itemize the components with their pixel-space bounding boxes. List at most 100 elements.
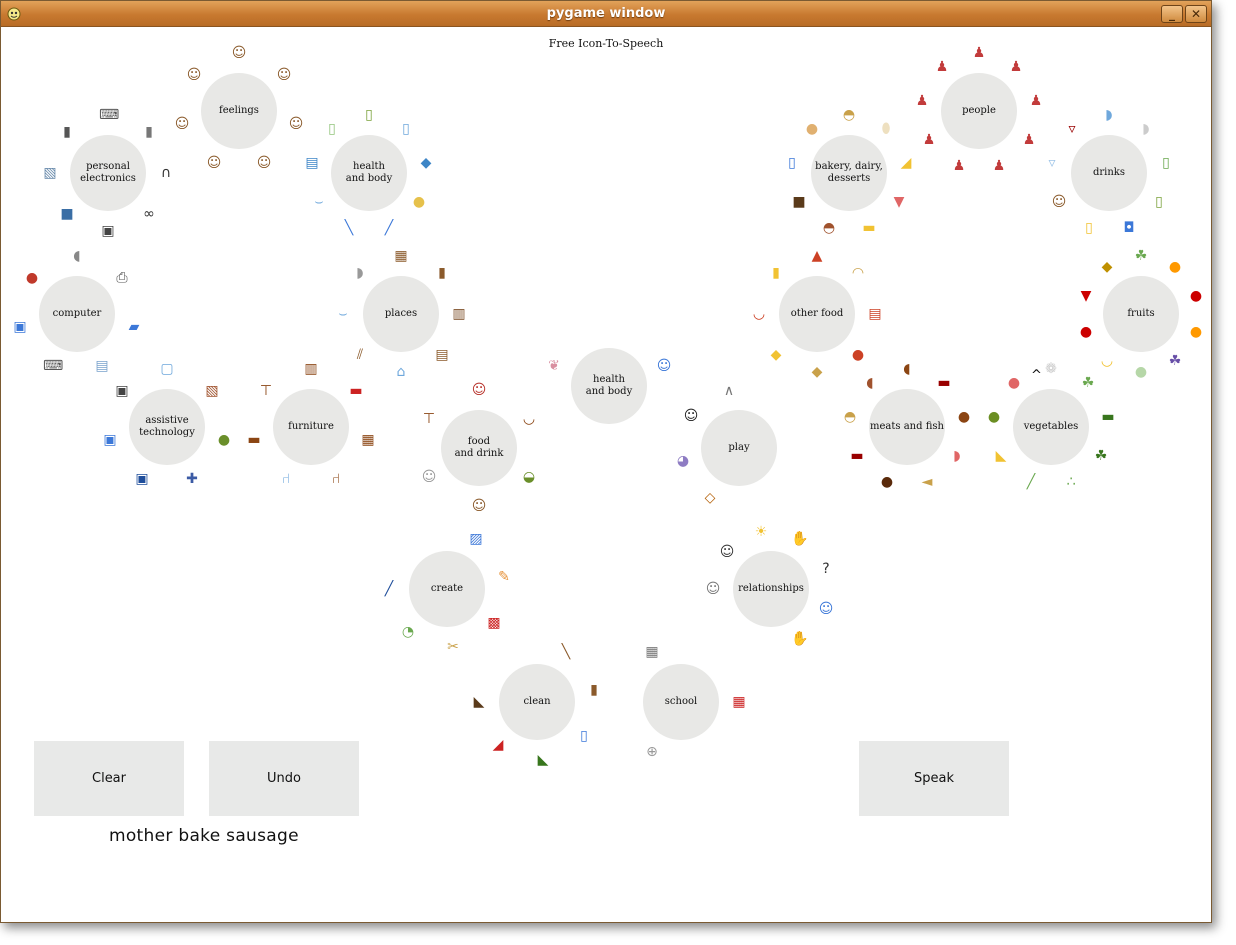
clear-button[interactable]: Clear — [34, 741, 184, 816]
category-health-and-body-center[interactable]: health and body — [571, 348, 647, 424]
highchair-icon[interactable]: ⑁ — [281, 471, 291, 487]
bed-icon[interactable]: ▬ — [247, 432, 261, 448]
fish-icon[interactable]: ◄ — [921, 474, 933, 490]
category-relationships[interactable]: relationships — [733, 551, 809, 627]
category-meats-and-fish[interactable]: meats and fish — [869, 389, 945, 465]
door-icon[interactable]: ▮ — [590, 682, 598, 698]
category-create[interactable]: create — [409, 551, 485, 627]
banana-icon[interactable]: ◡ — [1100, 353, 1114, 369]
person-face-icon[interactable]: ☺ — [288, 116, 304, 132]
strawberry-icon[interactable]: ▼ — [1080, 288, 1092, 304]
category-fruits[interactable]: fruits — [1103, 276, 1179, 352]
person-face-icon[interactable]: ☺ — [186, 67, 202, 83]
category-play[interactable]: play — [701, 410, 777, 486]
apple-icon[interactable]: ● — [1079, 324, 1093, 340]
person-icon[interactable]: ♟ — [972, 45, 986, 61]
soda-icon[interactable]: ▯ — [1162, 155, 1170, 171]
pear-icon[interactable]: ● — [1134, 364, 1148, 380]
printer-icon[interactable]: ⎙ — [116, 270, 128, 286]
person-face-icon[interactable]: ☺ — [174, 116, 190, 132]
toilet-icon[interactable]: ◗ — [356, 265, 364, 281]
category-food-and-drink[interactable]: food and drink — [441, 410, 517, 486]
pizza-icon[interactable]: ▲ — [811, 248, 823, 264]
monitor-icon[interactable]: ▣ — [13, 319, 27, 335]
steak-icon[interactable]: ● — [880, 474, 894, 490]
switch-icon[interactable]: ● — [217, 432, 231, 448]
taco-icon[interactable]: ◠ — [851, 265, 865, 281]
speakers-icon[interactable]: ▮ — [63, 124, 71, 140]
pad-icon[interactable]: ▧ — [205, 383, 219, 399]
cauliflower-icon[interactable]: ❁ — [1045, 361, 1057, 377]
joystick-icon[interactable]: ✚ — [186, 471, 198, 487]
people-icon[interactable]: ☺ — [705, 581, 721, 597]
orange-icon[interactable]: ● — [1189, 324, 1203, 340]
paint-icon[interactable]: ▨ — [469, 531, 483, 547]
person-icon[interactable]: ♟ — [922, 132, 936, 148]
cucumber-icon[interactable]: ▬ — [1101, 409, 1115, 425]
chef-icon[interactable]: ☺ — [421, 469, 437, 485]
sofa-icon[interactable]: ▬ — [349, 383, 363, 399]
beans-icon[interactable]: ╱ — [1026, 474, 1036, 490]
cup-icon[interactable]: ◘ — [1123, 220, 1135, 236]
bath-icon[interactable]: ⌣ — [338, 306, 348, 322]
title-bar[interactable]: pygame window _ ✕ — [1, 1, 1211, 27]
question-icon[interactable]: ? — [822, 561, 830, 577]
teapot-icon[interactable]: ◗ — [1142, 121, 1150, 137]
person-icon[interactable]: ♟ — [1022, 132, 1036, 148]
pasta-icon[interactable]: ● — [851, 347, 865, 363]
table-icon[interactable]: ⊤ — [422, 411, 436, 427]
egg-icon[interactable]: ⬮ — [881, 121, 891, 137]
meat-icon[interactable]: ● — [957, 409, 971, 425]
person-icon[interactable]: ♟ — [992, 158, 1006, 174]
category-computer[interactable]: computer — [39, 276, 115, 352]
person-icon[interactable]: ♟ — [1009, 59, 1023, 75]
person-face-icon[interactable]: ☺ — [276, 67, 292, 83]
medicine-icon[interactable]: ▤ — [305, 155, 319, 171]
weather-icon[interactable]: ☀ — [754, 524, 768, 540]
handshake-icon[interactable]: ✋ — [791, 531, 809, 547]
glass-icon[interactable]: ▿ — [1048, 155, 1056, 171]
kite-icon[interactable]: ◇ — [704, 490, 716, 506]
grapes-icon[interactable]: ☘ — [1134, 248, 1148, 264]
calculator-icon[interactable]: ▦ — [645, 644, 659, 660]
speak-button[interactable]: Speak — [859, 741, 1009, 816]
dustpan-icon[interactable]: ◢ — [492, 737, 504, 753]
table-icon[interactable]: ⊤ — [259, 383, 273, 399]
pencil-icon[interactable]: ✎ — [498, 569, 510, 585]
tomato-icon[interactable]: ● — [1007, 375, 1021, 391]
ham-icon[interactable]: ◗ — [953, 448, 961, 464]
toothpaste-icon[interactable]: ╲ — [344, 220, 354, 236]
computer-mouse-icon[interactable]: ● — [25, 270, 39, 286]
remote-icon[interactable]: ▮ — [145, 124, 153, 140]
wine-icon[interactable]: ▿ — [1068, 121, 1076, 137]
person-icon[interactable]: ♟ — [952, 158, 966, 174]
category-feelings[interactable]: feelings — [201, 73, 277, 149]
chips-icon[interactable]: ◆ — [770, 347, 782, 363]
category-other-food[interactable]: other food — [779, 276, 855, 352]
minimize-button[interactable]: _ — [1161, 5, 1183, 23]
category-personal-electronics[interactable]: personal electronics — [70, 135, 146, 211]
bread-icon[interactable]: ◓ — [842, 107, 856, 123]
lotion-icon[interactable]: ▯ — [328, 121, 336, 137]
lungs-icon[interactable]: ❦ — [548, 358, 560, 374]
mouse-icon[interactable]: ◖ — [73, 248, 81, 264]
paper-icon[interactable]: ▤ — [95, 358, 109, 374]
house-icon[interactable]: ⌂ — [396, 364, 406, 380]
stairs-icon[interactable]: ⫽ — [356, 347, 364, 363]
category-assistive-technology[interactable]: assistive technology — [129, 389, 205, 465]
avocado-icon[interactable]: ● — [987, 409, 1001, 425]
toothbrush-icon[interactable]: ╱ — [384, 220, 394, 236]
orange-icon[interactable]: ● — [1168, 259, 1182, 275]
keyboard-icon[interactable]: ⌨ — [43, 358, 64, 374]
butter-icon[interactable]: ▬ — [862, 220, 876, 236]
person-face-icon[interactable]: ☺ — [256, 155, 272, 171]
running-icon[interactable]: ☺ — [683, 408, 699, 424]
cherry-icon[interactable]: ● — [1189, 288, 1203, 304]
toy-icon[interactable]: ◕ — [676, 453, 690, 469]
bread-icon[interactable]: ◓ — [843, 409, 857, 425]
fridge-icon[interactable]: ▯ — [402, 121, 410, 137]
category-furniture[interactable]: furniture — [273, 389, 349, 465]
screen-icon[interactable]: ▢ — [160, 361, 174, 377]
bowl-icon[interactable]: ◡ — [522, 411, 536, 427]
communicator-icon[interactable]: ▣ — [135, 471, 149, 487]
